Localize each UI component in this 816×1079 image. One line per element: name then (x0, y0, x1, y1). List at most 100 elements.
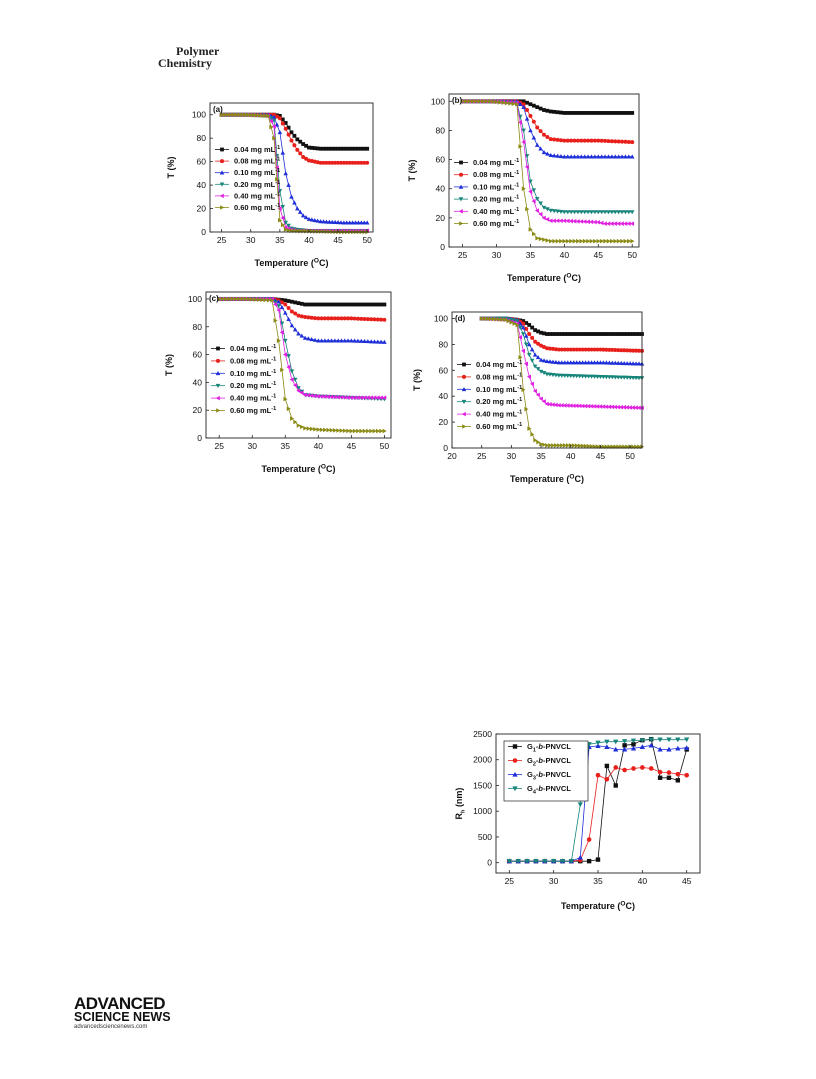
legend-item: G2-b-PNVCL (508, 756, 571, 768)
data-point (345, 395, 350, 400)
data-point (339, 338, 344, 343)
data-point (350, 146, 355, 151)
data-point (529, 358, 535, 363)
data-point (545, 346, 549, 351)
data-point (286, 305, 291, 310)
data-point (556, 332, 561, 336)
data-point (577, 332, 582, 336)
legend-marker (220, 205, 225, 210)
data-point (350, 220, 355, 225)
data-point (299, 333, 305, 338)
data-point (345, 338, 351, 343)
data-point (626, 154, 632, 159)
data-point (231, 112, 236, 118)
data-point (595, 743, 601, 748)
data-point (531, 231, 537, 237)
data-point (557, 443, 562, 448)
data-point (589, 219, 594, 225)
data-point (368, 339, 374, 344)
x-tick-label: 50 (380, 441, 390, 451)
legend-label: 0.20 mg mL-1 (473, 195, 519, 204)
data-point (525, 108, 530, 113)
y-tick-label: 0 (440, 242, 445, 252)
data-point (579, 138, 584, 143)
data-point (553, 359, 559, 365)
x-tick-label: 30 (248, 441, 258, 451)
data-point (295, 137, 300, 142)
data-point (595, 360, 600, 365)
data-point (532, 388, 537, 394)
data-point (375, 395, 380, 400)
data-point (589, 347, 594, 352)
data-point (542, 237, 547, 242)
data-point (553, 402, 558, 408)
data-point (358, 395, 364, 400)
data-point (352, 338, 357, 343)
data-point (604, 332, 609, 336)
legend-item: 0.60 mg mL-1 (211, 406, 276, 415)
data-point (332, 302, 337, 307)
data-point (541, 150, 547, 155)
data-point (521, 99, 526, 104)
data-point (604, 739, 610, 745)
data-point (604, 763, 610, 769)
data-point (330, 160, 335, 165)
panel-label: (d) (455, 314, 466, 323)
data-point (583, 360, 588, 365)
data-point (538, 396, 543, 402)
data-point (616, 348, 621, 353)
data-point (535, 392, 540, 398)
data-point (315, 218, 320, 223)
data-point (323, 302, 327, 307)
data-point (240, 112, 245, 118)
data-point (286, 125, 291, 130)
data-point (562, 403, 567, 408)
data-point (607, 404, 612, 410)
data-point (356, 302, 360, 307)
data-point (362, 316, 367, 321)
data-point (606, 238, 611, 244)
data-point (592, 404, 597, 409)
data-point (585, 210, 591, 215)
data-point (555, 218, 560, 224)
data-point (595, 332, 600, 336)
data-point (321, 219, 326, 224)
data-point (577, 360, 582, 365)
data-point (338, 160, 343, 165)
x-tick-label: 25 (477, 451, 487, 461)
data-point (565, 218, 570, 224)
y-tick-label: 2500 (473, 729, 492, 739)
data-point (460, 99, 465, 104)
data-point (531, 198, 536, 204)
data-point (290, 416, 295, 421)
x-tick-label: 25 (458, 250, 468, 260)
data-point (586, 837, 592, 842)
data-point (616, 210, 621, 215)
data-point (268, 118, 273, 124)
journal-name: Polymer Chemistry (158, 45, 219, 69)
series-3 (479, 316, 645, 366)
data-point (583, 443, 588, 449)
data-point (359, 302, 364, 307)
y-tick-label: 80 (436, 125, 446, 135)
data-point (613, 783, 618, 788)
data-point (336, 160, 341, 165)
data-point (622, 332, 627, 336)
data-point (260, 113, 265, 118)
x-axis-label: Temperature (OC) (507, 273, 581, 284)
data-point (527, 323, 532, 327)
data-point (625, 332, 630, 336)
data-point (592, 111, 597, 115)
data-point (559, 360, 565, 365)
data-point (548, 208, 554, 213)
data-point (309, 393, 314, 398)
data-point (346, 302, 350, 307)
data-point (289, 369, 295, 374)
legend: G1-b-PNVCL G2-b-PNVCL G3-b-PNVCL G4-b-PNVCL (503, 740, 589, 802)
data-point (562, 347, 567, 352)
data-point (280, 215, 285, 221)
data-point (620, 139, 625, 144)
data-point (606, 111, 611, 115)
data-point (299, 301, 304, 306)
data-point (352, 395, 357, 400)
